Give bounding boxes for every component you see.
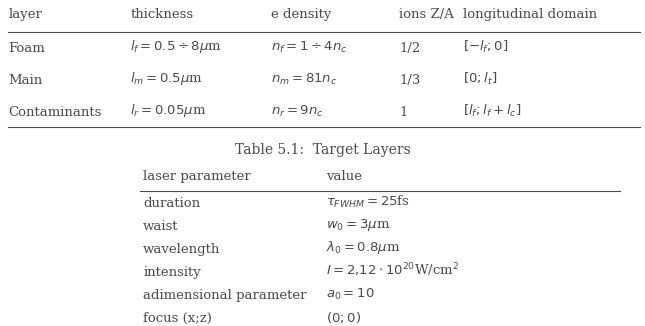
Text: $\lambda_0 = 0.8\mu$m: $\lambda_0 = 0.8\mu$m <box>326 239 400 256</box>
Text: $\tau_{FWHM} = 25$fs: $\tau_{FWHM} = 25$fs <box>326 194 410 210</box>
Text: waist: waist <box>143 220 179 233</box>
Text: focus (x;z): focus (x;z) <box>143 312 212 325</box>
Text: 1/3: 1/3 <box>399 74 421 87</box>
Text: longitudinal domain: longitudinal domain <box>464 8 598 21</box>
Text: adimensional parameter: adimensional parameter <box>143 289 306 302</box>
Text: laser parameter: laser parameter <box>143 170 251 183</box>
Text: Main: Main <box>8 74 43 87</box>
Text: Foam: Foam <box>8 42 45 55</box>
Text: value: value <box>326 170 362 183</box>
Text: duration: duration <box>143 197 200 210</box>
Text: e density: e density <box>272 8 332 21</box>
Text: $l_r = 0.05\mu$m: $l_r = 0.05\mu$m <box>130 102 206 119</box>
Text: $[-l_f; 0]$: $[-l_f; 0]$ <box>464 39 509 55</box>
Text: layer: layer <box>8 8 43 21</box>
Text: $I = 2{,}12 \cdot 10^{20}$W/cm$^2$: $I = 2{,}12 \cdot 10^{20}$W/cm$^2$ <box>326 261 459 279</box>
Text: thickness: thickness <box>130 8 194 21</box>
Text: $w_0 = 3\mu$m: $w_0 = 3\mu$m <box>326 217 390 233</box>
Text: $n_r = 9n_c$: $n_r = 9n_c$ <box>272 104 324 119</box>
Text: 1: 1 <box>399 106 408 119</box>
Text: $a_0 = 10$: $a_0 = 10$ <box>326 287 374 302</box>
Text: ions Z/A: ions Z/A <box>399 8 454 21</box>
Text: $l_f = 0.5 \div 8\mu$m: $l_f = 0.5 \div 8\mu$m <box>130 38 223 55</box>
Text: $(0;0)$: $(0;0)$ <box>326 310 361 325</box>
Text: Table 5.1:  Target Layers: Table 5.1: Target Layers <box>235 143 410 157</box>
Text: $l_m = 0.5\mu$m: $l_m = 0.5\mu$m <box>130 70 203 87</box>
Text: $n_m = 81n_c$: $n_m = 81n_c$ <box>272 72 337 87</box>
Text: $n_f = 1 \div 4n_c$: $n_f = 1 \div 4n_c$ <box>272 40 348 55</box>
Text: $[l_f; l_f + l_c]$: $[l_f; l_f + l_c]$ <box>464 103 522 119</box>
Text: Contaminants: Contaminants <box>8 106 102 119</box>
Text: intensity: intensity <box>143 266 201 279</box>
Text: wavelength: wavelength <box>143 243 221 256</box>
Text: 1/2: 1/2 <box>399 42 421 55</box>
Text: $[0; l_t]$: $[0; l_t]$ <box>464 71 498 87</box>
